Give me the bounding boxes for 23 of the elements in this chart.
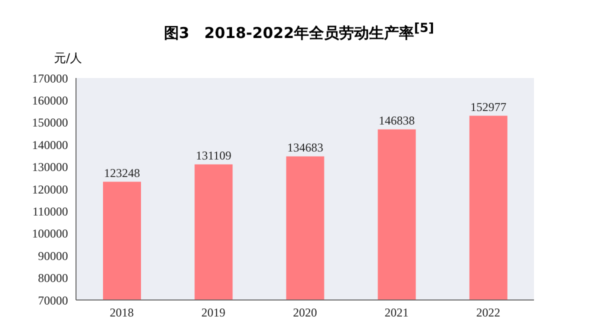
y-tick-label: 140000	[32, 138, 68, 152]
data-label: 131109	[196, 148, 232, 162]
x-tick-label: 2021	[384, 306, 409, 320]
data-label: 123248	[104, 166, 140, 180]
x-tick-label: 2022	[476, 306, 500, 320]
y-tick-label: 100000	[32, 226, 68, 241]
y-tick-label: 120000	[32, 182, 68, 196]
data-label: 134683	[287, 140, 324, 154]
y-tick-label: 80000	[38, 271, 68, 286]
y-tick-label: 90000	[38, 248, 68, 263]
y-tick-label: 170000	[32, 71, 68, 86]
x-tick-label: 2019	[201, 306, 226, 320]
data-label: 146838	[378, 113, 415, 128]
x-tick-label: 2020	[293, 306, 317, 320]
y-tick-label: 130000	[32, 160, 68, 174]
y-tick-label: 110000	[32, 204, 68, 218]
y-axis-title: 元/人	[54, 50, 82, 67]
x-tick-label: 2018	[110, 306, 134, 320]
chart-title: 图3 2018-2022年全员劳动生产率$^{[5]}$	[162, 19, 436, 44]
y-tick-label: 70000	[38, 293, 68, 308]
y-tick-label: 160000	[32, 93, 68, 108]
y-tick-label: 150000	[32, 116, 68, 130]
data-label: 152977	[470, 100, 506, 114]
